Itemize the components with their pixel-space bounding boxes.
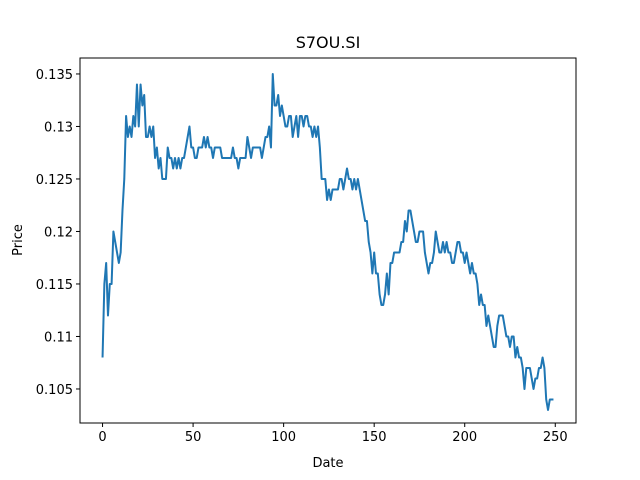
y-tick-label: 0.11	[44, 330, 73, 345]
x-tick-label: 100	[271, 430, 296, 445]
y-tick-label: 0.12	[44, 225, 73, 240]
y-tick-label: 0.125	[36, 173, 73, 188]
y-axis-label: Price	[11, 224, 26, 256]
y-tick-label: 0.13	[44, 120, 73, 135]
y-tick-label: 0.135	[36, 68, 73, 83]
x-tick-label: 0	[98, 430, 106, 445]
x-axis-label: Date	[312, 456, 343, 471]
y-tick-label: 0.115	[36, 278, 73, 293]
x-tick-label: 250	[543, 430, 568, 445]
price-line	[101, 72, 554, 411]
x-tick-label: 200	[452, 430, 477, 445]
chart-title: S7OU.SI	[296, 33, 361, 52]
x-tick-label: 150	[362, 430, 387, 445]
x-tick-label: 50	[185, 430, 202, 445]
y-tick-label: 0.105	[36, 383, 73, 398]
plot-frame	[79, 57, 577, 424]
